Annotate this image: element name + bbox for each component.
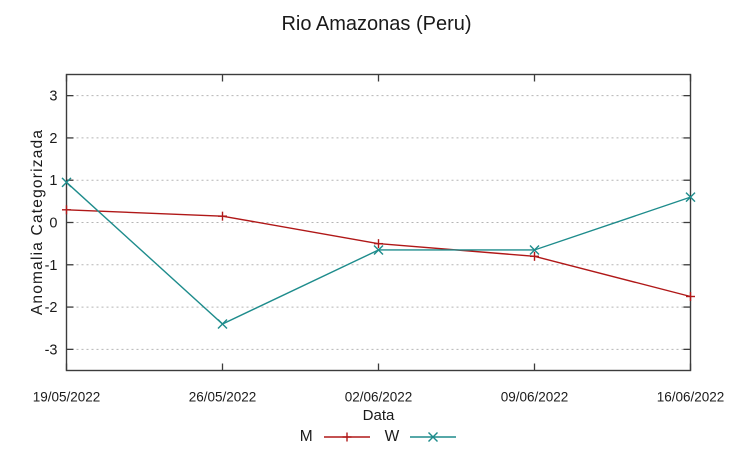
- marker-cross: [529, 244, 540, 255]
- y-tick-label: 2: [49, 131, 57, 147]
- legend-label-m: M: [299, 428, 313, 445]
- marker-stroke: [428, 432, 439, 442]
- marker-stroke: [217, 318, 228, 329]
- legend-sample-line-w: [410, 432, 457, 442]
- legend-item-m: M: [300, 428, 371, 446]
- marker-plus: [686, 292, 695, 301]
- y-tick-label: 3: [49, 89, 57, 105]
- x-tick-label: 02/06/2022: [345, 390, 413, 405]
- marker-cross: [428, 432, 439, 442]
- x-tick-label: 09/06/2022: [501, 390, 569, 405]
- x-axis-title: Data: [362, 407, 395, 424]
- marker-stroke: [529, 244, 540, 255]
- y-tick-label: -3: [45, 342, 58, 358]
- marker-plus: [62, 205, 71, 215]
- x-tick-label: 19/05/2022: [33, 390, 101, 405]
- chart-title: Rio Amazonas (Peru): [281, 13, 472, 35]
- x-tick-label: 16/06/2022: [657, 390, 725, 405]
- marker-stroke: [685, 192, 696, 203]
- marker-plus: [530, 251, 539, 261]
- y-tick-label: -2: [45, 300, 58, 316]
- marker-plus: [374, 239, 383, 249]
- y-tick-label: -1: [45, 258, 58, 274]
- legend: M W: [0, 428, 753, 446]
- marker-plus: [218, 211, 227, 221]
- marker-cross: [685, 192, 696, 203]
- marker-plus: [342, 432, 352, 442]
- y-tick-label: 0: [49, 216, 57, 232]
- legend-sample-line-m: [323, 432, 370, 442]
- marker-cross: [373, 244, 384, 255]
- series-line-w: [66, 181, 691, 325]
- marker-stroke: [61, 177, 72, 188]
- y-tick-label: 1: [49, 173, 57, 189]
- legend-label-w: W: [384, 428, 400, 445]
- marker-stroke: [373, 244, 384, 255]
- legend-item-w: W: [385, 428, 458, 446]
- x-tick-label: 26/05/2022: [189, 390, 257, 405]
- marker-cross: [217, 318, 228, 329]
- marker-cross: [61, 177, 72, 188]
